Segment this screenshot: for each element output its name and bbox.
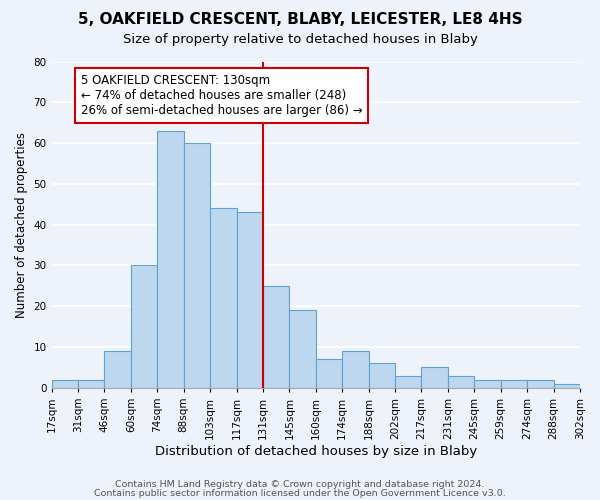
Bar <box>263 286 289 388</box>
Bar <box>448 376 475 388</box>
Bar <box>342 351 368 388</box>
Text: Contains public sector information licensed under the Open Government Licence v3: Contains public sector information licen… <box>94 488 506 498</box>
Bar <box>316 359 342 388</box>
Bar <box>104 351 131 388</box>
Text: Contains HM Land Registry data © Crown copyright and database right 2024.: Contains HM Land Registry data © Crown c… <box>115 480 485 489</box>
Bar <box>395 376 421 388</box>
Bar <box>554 384 580 388</box>
Bar <box>78 380 104 388</box>
Bar <box>157 131 184 388</box>
Text: 5, OAKFIELD CRESCENT, BLABY, LEICESTER, LE8 4HS: 5, OAKFIELD CRESCENT, BLABY, LEICESTER, … <box>77 12 523 28</box>
Bar <box>236 212 263 388</box>
Bar <box>131 266 157 388</box>
Bar <box>368 364 395 388</box>
Bar <box>184 143 210 388</box>
Bar <box>421 368 448 388</box>
Bar <box>475 380 501 388</box>
Text: Size of property relative to detached houses in Blaby: Size of property relative to detached ho… <box>122 32 478 46</box>
Bar <box>52 380 78 388</box>
Bar <box>527 380 554 388</box>
Bar <box>289 310 316 388</box>
Y-axis label: Number of detached properties: Number of detached properties <box>15 132 28 318</box>
Bar <box>501 380 527 388</box>
Text: 5 OAKFIELD CRESCENT: 130sqm
← 74% of detached houses are smaller (248)
26% of se: 5 OAKFIELD CRESCENT: 130sqm ← 74% of det… <box>80 74 362 116</box>
Bar <box>210 208 236 388</box>
X-axis label: Distribution of detached houses by size in Blaby: Distribution of detached houses by size … <box>155 444 477 458</box>
